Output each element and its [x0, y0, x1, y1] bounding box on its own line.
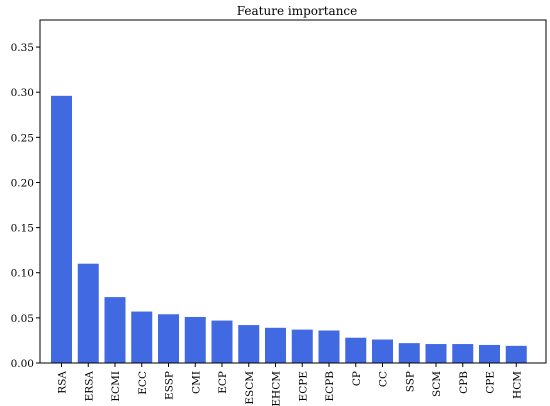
x-tick-label: ECMI [110, 371, 122, 402]
x-tick-label: ECPE [297, 371, 309, 401]
x-tick-label: EHCM [271, 371, 283, 406]
bar-cpb [452, 344, 474, 363]
plot-frame [39, 19, 547, 364]
bar-ecmi [104, 297, 126, 363]
bar-cc [372, 339, 393, 363]
x-tick-label: RSA [57, 371, 69, 394]
x-axis: RSA ERSA ECMI ECC ESSP CMI ECP ESCM EHCM ECPE ECPB… [57, 363, 523, 406]
x-tick-label: ESCM [244, 371, 256, 405]
bar-ecpb [318, 330, 340, 363]
x-tick-label: ECC [137, 371, 149, 395]
chart-title: Feature importance [237, 4, 358, 18]
bar-cp [345, 337, 367, 363]
bar-ecpe [291, 329, 313, 363]
y-tick-label: 0.10 [11, 268, 34, 280]
x-tick-label: CPB [458, 371, 470, 394]
x-tick-label: CPE [485, 371, 497, 394]
bar-scm [425, 344, 447, 363]
y-tick-label: 0.30 [11, 87, 34, 99]
y-tick-label: 0.05 [11, 313, 34, 325]
y-tick-label: 0.25 [11, 132, 34, 144]
x-tick-label: CMI [190, 371, 202, 394]
x-tick-label: ESSP [164, 371, 176, 400]
x-tick-label: ECP [217, 371, 229, 394]
x-tick-label: SSP [404, 371, 416, 392]
bar-ecc [131, 311, 153, 363]
x-tick-label: CP [351, 371, 363, 386]
bar-cmi [184, 316, 206, 363]
x-tick-label: HCM [511, 371, 523, 399]
x-tick-label: ECPB [324, 371, 336, 402]
y-tick-label: 0.20 [11, 177, 34, 189]
bar-ssp [398, 343, 420, 363]
x-tick-label: ERSA [83, 371, 95, 402]
y-axis: 0.00 0.05 0.10 0.15 0.20 0.25 0.30 0.35 [11, 42, 40, 370]
bar-ersa [77, 263, 99, 363]
x-tick-label: CC [378, 371, 390, 387]
bar-rsa [51, 95, 72, 364]
bar-escm [238, 325, 260, 363]
x-tick-label: SCM [431, 371, 443, 397]
y-tick-label: 0.15 [11, 223, 34, 235]
y-tick-label: 0.35 [11, 42, 34, 54]
bar-cpe [479, 344, 500, 363]
y-tick-label: 0.00 [11, 358, 34, 370]
bar-hcm [505, 345, 527, 363]
bar-ecp [211, 320, 233, 363]
bar-essp [158, 314, 179, 363]
bars-group [51, 95, 527, 364]
bar-ehcm [265, 327, 286, 363]
